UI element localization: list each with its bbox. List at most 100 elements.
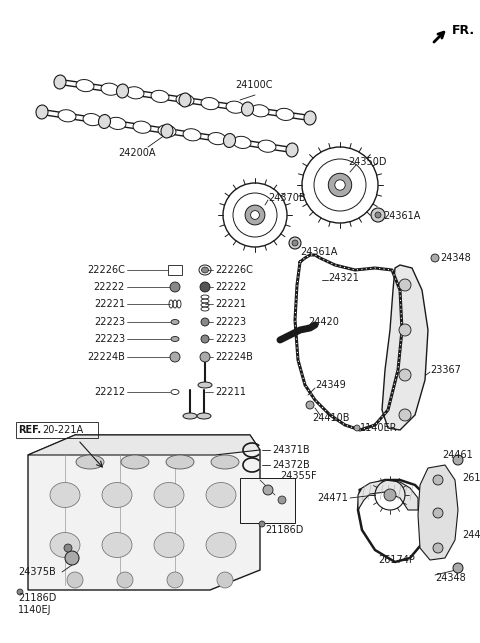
Ellipse shape [226,101,244,113]
Text: 24355F: 24355F [280,471,317,481]
Ellipse shape [101,83,119,95]
Ellipse shape [76,455,104,469]
Text: 1140ER: 1140ER [360,423,397,433]
Circle shape [289,237,301,249]
Text: 22224B: 22224B [87,352,125,362]
Polygon shape [418,465,458,560]
Ellipse shape [179,93,191,107]
Ellipse shape [171,336,179,341]
Text: 22211: 22211 [215,387,246,397]
Circle shape [433,508,443,518]
Circle shape [384,489,396,501]
Circle shape [64,544,72,552]
Polygon shape [358,480,418,510]
Ellipse shape [102,482,132,507]
Ellipse shape [158,125,176,137]
Ellipse shape [98,114,110,129]
Circle shape [65,551,79,565]
Ellipse shape [154,532,184,557]
Polygon shape [28,435,260,590]
Ellipse shape [276,108,294,120]
Circle shape [245,205,265,225]
Ellipse shape [36,105,48,119]
Ellipse shape [83,114,101,125]
Circle shape [399,369,411,381]
Ellipse shape [121,455,149,469]
Circle shape [201,335,209,343]
Ellipse shape [224,134,236,147]
Text: 24420: 24420 [308,317,339,327]
Ellipse shape [50,532,80,557]
Ellipse shape [166,455,194,469]
Circle shape [306,401,314,409]
Ellipse shape [286,143,298,157]
Ellipse shape [108,117,126,129]
Text: 24100C: 24100C [235,80,273,90]
Text: 24361A: 24361A [383,211,420,221]
Ellipse shape [171,320,179,325]
Ellipse shape [133,121,151,133]
Ellipse shape [183,413,197,419]
Ellipse shape [251,105,269,117]
Circle shape [17,589,23,595]
Ellipse shape [198,382,212,388]
Text: 23367: 23367 [430,365,461,375]
Text: 22212: 22212 [94,387,125,397]
Text: 24470: 24470 [462,530,480,540]
Circle shape [292,240,298,246]
Text: 22222: 22222 [215,282,246,292]
Ellipse shape [258,140,276,152]
Circle shape [399,409,411,421]
Circle shape [200,352,210,362]
Ellipse shape [208,132,226,145]
Text: 24348: 24348 [440,253,471,263]
Circle shape [354,425,360,431]
Ellipse shape [161,124,173,138]
Circle shape [399,279,411,291]
Ellipse shape [211,455,239,469]
Text: 22226C: 22226C [87,265,125,275]
Text: 22223: 22223 [94,334,125,344]
Circle shape [278,496,286,504]
Ellipse shape [58,110,76,122]
Circle shape [433,543,443,553]
Polygon shape [28,435,260,455]
Text: REF.: REF. [18,425,41,435]
Ellipse shape [233,136,251,149]
Text: 24200A: 24200A [118,148,156,158]
Text: 22226C: 22226C [215,265,253,275]
Text: 24375B: 24375B [18,567,56,577]
Text: 22221: 22221 [94,299,125,309]
Circle shape [167,572,183,588]
Text: 24321: 24321 [328,273,359,283]
Text: 22222: 22222 [94,282,125,292]
Text: 24410B: 24410B [312,413,349,423]
Circle shape [328,174,352,197]
Ellipse shape [176,94,194,106]
Ellipse shape [241,102,253,116]
Text: FR.: FR. [452,24,475,37]
Text: 1140EJ: 1140EJ [18,605,51,615]
Ellipse shape [154,482,184,507]
Bar [16,422,98,438]
Text: 24461: 24461 [442,450,473,460]
Text: 22221: 22221 [215,299,246,309]
Ellipse shape [50,482,80,507]
Circle shape [399,324,411,336]
Text: 24361A: 24361A [300,247,337,257]
Text: 26174P: 26174P [378,555,415,565]
Text: 24350D: 24350D [348,157,386,167]
Ellipse shape [126,87,144,99]
Circle shape [170,352,180,362]
Ellipse shape [197,413,211,419]
Circle shape [259,521,265,527]
Text: 24371B: 24371B [272,445,310,455]
Circle shape [431,254,439,262]
Circle shape [117,572,133,588]
Circle shape [371,208,385,222]
Text: 24349: 24349 [315,380,346,390]
Text: 22223: 22223 [215,317,246,327]
Circle shape [200,282,210,292]
Ellipse shape [76,80,94,92]
Polygon shape [382,265,428,430]
